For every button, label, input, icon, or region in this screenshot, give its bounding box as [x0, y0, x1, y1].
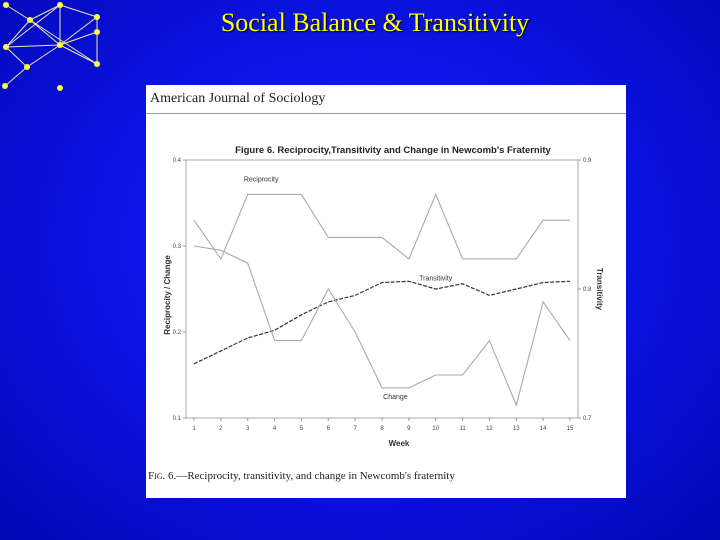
series-label-transitivity: Transitivity — [419, 275, 453, 282]
figure-caption: Fig. 6.—Reciprocity, transitivity, and c… — [148, 470, 455, 482]
series-line-change — [193, 245, 571, 407]
y-axis-label-right: Transitivity — [595, 268, 604, 311]
y-tick-label-left: 0.1 — [173, 416, 182, 422]
x-tick-label: 7 — [353, 426, 357, 432]
journal-header: American Journal of Sociology — [150, 91, 326, 106]
chart: Figure 6. Reciprocity,Transitivity and C… — [163, 145, 604, 448]
x-tick-label: 5 — [300, 426, 304, 432]
x-tick-label: 15 — [567, 426, 574, 432]
caption-text: —Reciprocity, transitivity, and change i… — [176, 470, 455, 482]
x-tick-label: 14 — [540, 426, 547, 432]
series-line-transitivity — [193, 280, 571, 365]
x-tick-label: 9 — [407, 426, 411, 432]
x-tick-label: 12 — [486, 426, 493, 432]
x-tick-label: 13 — [513, 426, 520, 432]
x-tick-label: 4 — [273, 426, 277, 432]
series-label-reciprocity: Reciprocity — [244, 177, 279, 184]
header-divider — [146, 113, 626, 114]
y-tick-label-right: 0.8 — [583, 287, 592, 293]
x-tick-label: 3 — [246, 426, 250, 432]
series-line-reciprocity — [193, 192, 570, 261]
y-tick-label-left: 0.3 — [173, 244, 182, 250]
y-tick-label-right: 0.7 — [583, 416, 592, 422]
x-axis-label: Week — [389, 439, 410, 448]
y-axis-label-left: Reciprocity / Change — [163, 255, 172, 335]
chart-title: Figure 6. Reciprocity,Transitivity and C… — [235, 145, 551, 156]
x-tick-label: 6 — [327, 426, 331, 432]
caption-prefix: Fig. 6. — [148, 470, 177, 482]
network-graph-icon — [2, 2, 100, 91]
plot-frame — [185, 159, 579, 419]
series-label-change: Change — [383, 394, 408, 401]
x-tick-label: 2 — [219, 426, 223, 432]
slide-title: Social Balance & Transitivity — [220, 8, 530, 37]
x-tick-label: 8 — [380, 426, 384, 432]
y-tick-label-left: 0.2 — [173, 330, 182, 336]
x-tick-label: 11 — [459, 426, 466, 432]
figure-panel: American Journal of Sociology Figure 6. … — [146, 85, 626, 498]
x-tick-label: 1 — [192, 426, 196, 432]
x-tick-label: 10 — [432, 426, 439, 432]
y-tick-label-left: 0.4 — [173, 158, 182, 164]
y-tick-label-right: 0.9 — [583, 158, 592, 164]
